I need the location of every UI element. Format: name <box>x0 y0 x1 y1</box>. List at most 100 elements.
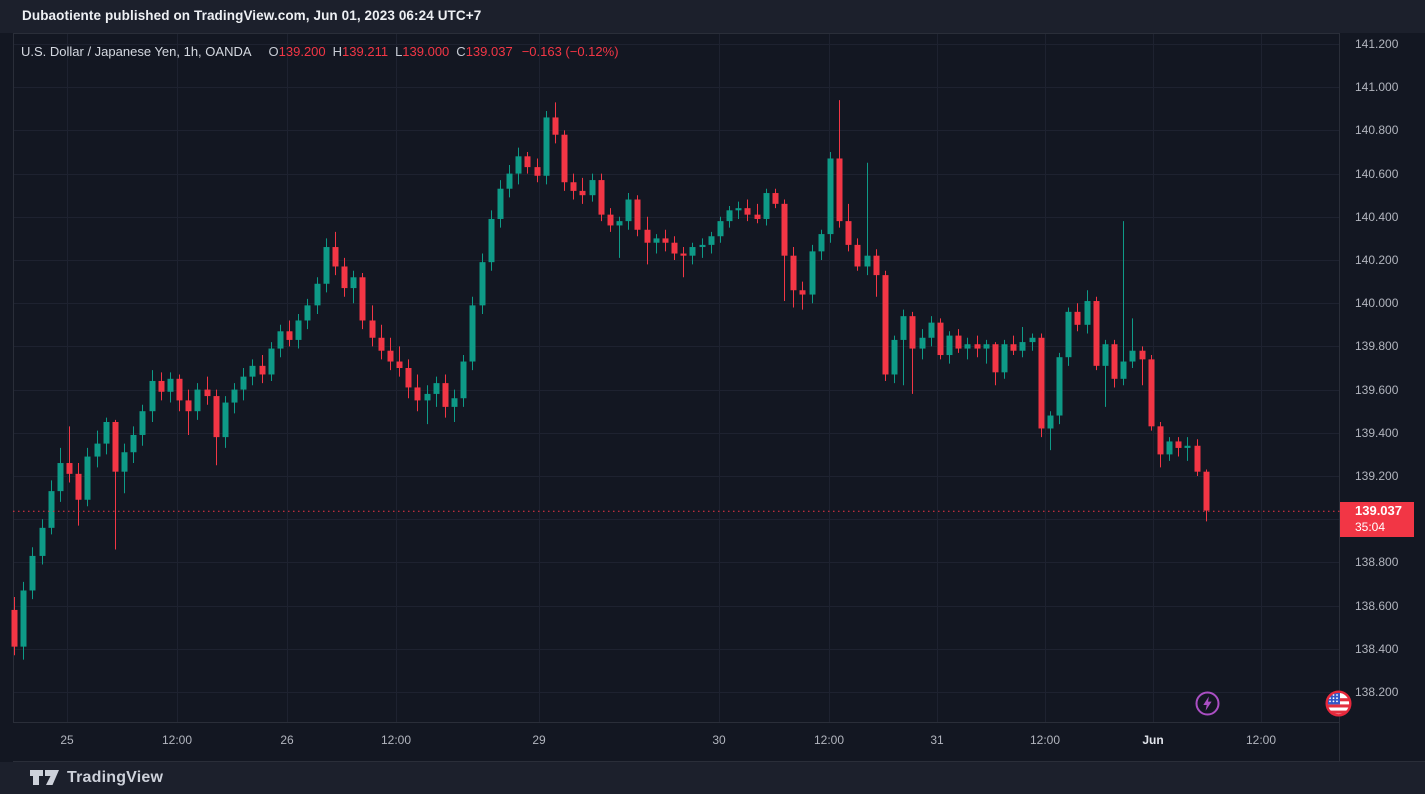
candle-body <box>240 376 247 390</box>
candle-body <box>735 208 742 211</box>
candle-body <box>726 210 733 222</box>
candle-body <box>543 117 550 176</box>
candle-body <box>763 193 770 219</box>
candle-body <box>937 322 944 356</box>
candle-body <box>607 214 614 226</box>
candle-body <box>11 609 18 647</box>
price-scale-label: 139.200 <box>1355 469 1399 483</box>
price-scale-label: 140.600 <box>1355 166 1399 181</box>
candle-body <box>185 400 192 412</box>
change-value: −0.163 (−0.12%) <box>521 44 619 59</box>
low-label: L <box>395 44 403 59</box>
candlestick-chart[interactable] <box>0 33 1425 762</box>
candle-body <box>149 380 156 412</box>
time-scale-label: 25 <box>60 733 74 747</box>
candle-body <box>369 320 376 338</box>
time-scale-label: 26 <box>280 733 294 747</box>
pane-border <box>13 33 1340 723</box>
boost-button[interactable] <box>1194 690 1221 717</box>
candle-body <box>524 156 531 168</box>
us-flag-icon <box>1325 690 1352 717</box>
chart-pane[interactable]: U.S. Dollar / Japanese Yen, 1h, OANDA O13… <box>0 33 1425 762</box>
price-scale-label: 139.800 <box>1355 339 1399 354</box>
candle-body <box>451 398 458 407</box>
candle-body <box>754 214 761 219</box>
candle-body <box>983 344 990 349</box>
candle-body <box>139 411 146 435</box>
price-scale-label: 139.400 <box>1355 425 1399 440</box>
candle-body <box>864 255 871 267</box>
candle-body <box>1203 471 1210 511</box>
candle-body <box>1102 344 1109 366</box>
candle-body <box>699 244 706 248</box>
close-value: 139.037 <box>465 44 513 59</box>
candle-body <box>717 221 724 237</box>
high-value: 139.211 <box>342 44 389 59</box>
published-text: Dubaotiente published on TradingView.com… <box>22 8 482 23</box>
candle-body <box>561 134 568 183</box>
candle-body <box>66 463 73 474</box>
candle-body <box>1065 311 1072 358</box>
candle-body <box>1010 344 1017 351</box>
time-scale-label: 31 <box>930 733 944 747</box>
symbol-legend: U.S. Dollar / Japanese Yen, 1h, OANDA O13… <box>21 44 619 59</box>
candle-body <box>231 389 238 403</box>
time-scale-label: 12:00 <box>813 733 845 747</box>
candle-body <box>1084 301 1091 325</box>
candle-body <box>48 491 55 528</box>
candle-body <box>414 387 421 401</box>
tradingview-logo-text: TradingView <box>67 768 164 786</box>
candle-body <box>964 344 971 349</box>
candle-body <box>1047 415 1054 429</box>
time-scale-label: Jun <box>1142 733 1164 747</box>
candle-body <box>488 218 495 263</box>
candle-body <box>625 199 632 222</box>
candle-body <box>259 365 266 375</box>
candle-body <box>616 221 623 226</box>
candle-body <box>992 344 999 373</box>
candle-body <box>1194 445 1201 472</box>
candle-body <box>589 180 596 196</box>
price-scale-label: 140.400 <box>1355 209 1399 224</box>
candle-body <box>680 253 687 256</box>
candle-body <box>130 434 137 453</box>
price-scale-label: 141.200 <box>1355 37 1399 51</box>
candle-body <box>891 339 898 375</box>
candle-body <box>158 380 165 392</box>
candle-body <box>836 158 843 222</box>
published-bar: Dubaotiente published on TradingView.com… <box>0 0 1425 33</box>
candle-body <box>341 266 348 289</box>
candle-body <box>974 344 981 349</box>
candle-body <box>1093 301 1100 366</box>
candle-body <box>268 348 275 375</box>
candle-body <box>304 305 311 321</box>
time-scale-label: 12:00 <box>161 733 193 747</box>
last-price-label: 139.037 35:04 <box>1340 502 1414 538</box>
tradingview-logo[interactable]: TradingView <box>30 767 163 788</box>
candle-body <box>552 117 559 135</box>
candle-body <box>634 199 641 230</box>
candle-body <box>194 389 201 412</box>
price-scale-label: 138.600 <box>1355 598 1399 613</box>
candle-body <box>222 402 229 438</box>
candle-body <box>854 244 861 267</box>
candle-body <box>644 229 651 243</box>
time-scale-label: 12:00 <box>1245 733 1277 747</box>
candle-body <box>955 335 962 349</box>
candle-body <box>176 378 183 401</box>
candle-body <box>1148 359 1155 427</box>
tradingview-logo-icon <box>30 770 59 785</box>
candle-body <box>1074 311 1081 325</box>
candle-body <box>818 234 825 252</box>
candle-body <box>286 331 293 340</box>
bar-countdown: 35:04 <box>1355 520 1386 535</box>
candle-body <box>1029 337 1036 343</box>
lightning-icon <box>1195 691 1220 716</box>
candle-body <box>708 236 715 245</box>
time-scale-label: 29 <box>532 733 546 747</box>
candle-body <box>350 277 357 289</box>
price-scale-label: 140.200 <box>1355 253 1399 267</box>
price-scale-label: 138.800 <box>1355 555 1399 570</box>
footer-bar: TradingView <box>0 762 1425 794</box>
candle-body <box>1038 337 1045 429</box>
